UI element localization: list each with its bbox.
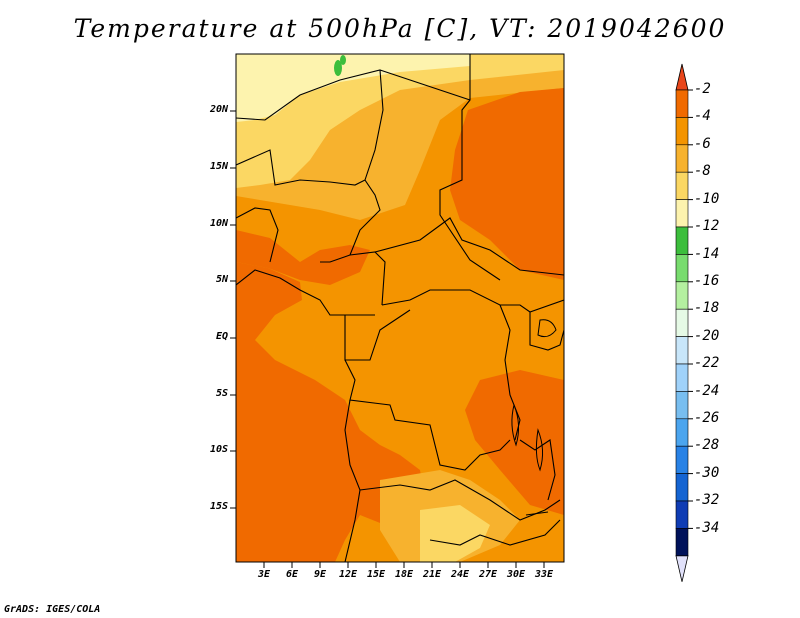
- field-coolest-north: [236, 54, 470, 122]
- colorbar: [675, 63, 693, 582]
- colorbar-swatch: [675, 473, 689, 502]
- colorbar-swatch: [675, 528, 689, 557]
- colorbar-swatch: [675, 391, 689, 420]
- colorbar-label: -12: [694, 218, 720, 234]
- lon-label: 30E: [506, 569, 526, 580]
- field-warm-southwest: [236, 262, 425, 562]
- colorbar-label: -14: [694, 246, 720, 262]
- lon-label: 24E: [450, 569, 470, 580]
- colorbar-swatch: [675, 445, 689, 474]
- lon-label: 33E: [534, 569, 554, 580]
- temperature-field: [236, 54, 564, 562]
- map-title: Temperature at 500hPa [C], VT: 201904260…: [73, 14, 727, 43]
- lon-label: 12E: [338, 569, 358, 580]
- colorbar-label: -4: [694, 108, 711, 124]
- colorbar-label: -10: [694, 191, 720, 207]
- colorbar-label: -8: [694, 163, 711, 179]
- lat-label: 10N: [209, 218, 228, 229]
- colorbar-top-arrow: [675, 63, 689, 91]
- colorbar-label: -32: [694, 492, 720, 508]
- lon-label: 9E: [313, 569, 327, 580]
- colorbar-label: -16: [694, 273, 720, 289]
- colorbar-label: -20: [694, 328, 720, 344]
- country-borders: [236, 54, 564, 562]
- lon-label: 18E: [394, 569, 414, 580]
- colorbar-swatch: [675, 254, 689, 283]
- lon-label: 21E: [422, 569, 442, 580]
- lat-label: 10S: [209, 444, 228, 455]
- colorbar-label: -2: [694, 81, 711, 97]
- credit-text: GrADS: IGES/COLA: [4, 604, 101, 615]
- lon-ticks: [263, 562, 545, 568]
- lat-label: EQ: [215, 331, 228, 342]
- colorbar-label: -6: [694, 136, 711, 152]
- colorbar-label: -26: [694, 410, 720, 426]
- colorbar-swatch: [675, 336, 689, 365]
- field-warm-northeast: [450, 88, 564, 280]
- lon-label: 27E: [478, 569, 498, 580]
- colorbar-swatch: [675, 144, 689, 173]
- colorbar-label: -28: [694, 437, 720, 453]
- lat-label: 15N: [209, 161, 228, 172]
- lat-label: 20N: [209, 104, 228, 115]
- lat-label: 5S: [215, 388, 228, 399]
- colorbar-bottom-arrow: [675, 555, 689, 582]
- colorbar-label: -30: [694, 465, 720, 481]
- colorbar-swatch: [675, 89, 689, 118]
- field-warm-central: [236, 230, 370, 285]
- colorbar-swatch: [675, 418, 689, 447]
- colorbar-swatch: [675, 117, 689, 146]
- colorbar-label: -18: [694, 300, 720, 316]
- colorbar-swatch: [675, 199, 689, 228]
- colorbar-swatch: [675, 363, 689, 392]
- field-cold-patch-2: [340, 55, 346, 65]
- lat-label: 15S: [209, 501, 228, 512]
- field-cool-south: [420, 505, 490, 562]
- colorbar-swatch: [675, 281, 689, 310]
- lake-outlines: [511, 319, 557, 516]
- field-warm-southeast: [465, 370, 564, 515]
- field-cold-patch: [334, 60, 342, 76]
- plot-frame: [235, 53, 565, 563]
- colorbar-swatch: [675, 226, 689, 255]
- colorbar-swatch: [675, 171, 689, 200]
- colorbar-label: -24: [694, 383, 720, 399]
- lat-ticks: [230, 110, 236, 509]
- colorbar-label: -22: [694, 355, 720, 371]
- colorbar-swatch: [675, 308, 689, 337]
- lon-label: 3E: [257, 569, 271, 580]
- colorbar-label: -34: [694, 520, 720, 536]
- lon-label: 15E: [366, 569, 386, 580]
- lon-label: 6E: [285, 569, 299, 580]
- colorbar-swatch: [675, 500, 689, 529]
- lat-label: 5N: [215, 274, 228, 285]
